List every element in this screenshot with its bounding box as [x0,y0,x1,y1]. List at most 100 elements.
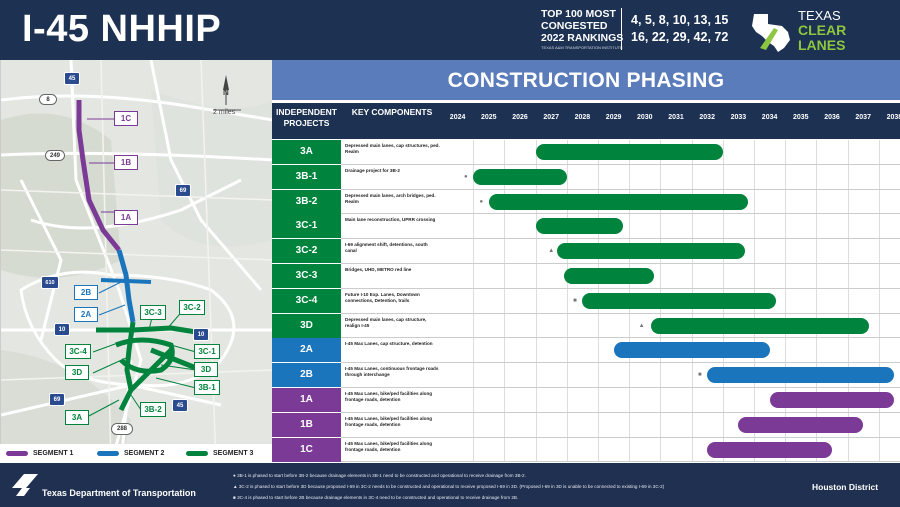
year-tick-2031: 2031 [668,114,684,121]
project-components: I-45 Max Lanes, bike/ped facilities alon… [345,415,433,427]
segment-3-route [96,321,202,412]
highway-shield-288: 288 [111,423,133,435]
year-tick-2025: 2025 [481,114,497,121]
row-divider [341,312,900,314]
map-label-3c-1: 3C-1 [194,344,220,359]
project-id: 3C-3 [272,264,341,288]
phasing-banner: CONSTRUCTION PHASING [272,60,900,100]
ranking-label-line-3: 2022 RANKINGS [541,32,624,44]
interstate-shield-45-south: 45 [172,399,188,412]
year-tick-2026: 2026 [512,114,528,121]
project-components: I-45 Max Lanes, continuous frontage road… [345,366,439,378]
gantt-row: 3B-1 Drainage project for 3B-2 [272,164,900,189]
project-components: I-45 Max Lanes, bike/ped facilities alon… [345,391,433,402]
gantt-row: 2B I-45 Max Lanes, continuous frontage ro… [272,363,900,388]
gantt-row: 3C-4 Future I-10 Exp. Lanes, Downtown con… [272,288,900,313]
schedule-bar-3c-4 [582,292,776,309]
ranking-label-line-2: CONGESTED [541,20,608,32]
note-1-text: 3B-1 is phased to start before 3B-2 beca… [237,473,526,478]
year-tick-2035: 2035 [793,114,809,121]
txdot-logo-icon [12,474,38,496]
row-divider [341,436,900,438]
interstate-shield-45: 45 [64,72,80,85]
logo-line-2: CLEAR [798,22,847,38]
year-tick-2037: 2037 [855,114,871,121]
map-label-1c: 1C [114,111,138,126]
year-gridline [816,140,818,463]
project-components: I-45 Max Lanes, bike/ped facilities alon… [345,440,433,452]
row-divider [341,213,900,215]
year-tick-2028: 2028 [574,114,591,121]
year-tick-2029: 2029 [605,114,622,121]
schedule-bar-3a [535,144,723,160]
project-components: Depressed main lanes, cap structures, pe… [345,143,440,154]
interstate-shield-10-west: 10 [54,323,70,336]
col-header-projects: INDEPENDENT PROJECTS [276,107,337,128]
gantt-row: 1C I-45 Max Lanes, bike/ped facilities al… [272,437,900,462]
phasing-marker-triangle: ▲ [548,248,555,255]
year-tick-2024: 2024 [449,114,466,121]
segment-1-route [76,100,121,252]
year-gridline [566,140,568,463]
ranks-line-1: 4, 5, 8, 10, 13, 15 [631,13,729,27]
col-header-components: KEY COMPONENTS [351,107,433,117]
segment-1-legend: SEGMENT 1 [33,450,74,457]
year-gridline [504,140,506,463]
district-name: Houston District [812,482,879,492]
project-id: 2A [272,338,341,363]
map-label-2b: 2B [74,285,98,300]
phasing-notes: ● 3B-1 is phased to start before 3B-2 be… [233,470,833,503]
ranking-label-line-1: TOP 100 MOST [541,8,616,20]
note-2-text: 3C-2 is phased to start before 3D becaus… [238,484,665,489]
map-label-1b: 1B [114,155,138,170]
segment-2-route [116,249,136,323]
interstate-shield-10-east: 10 [193,328,209,341]
project-map: N 2 miles 45 8 249 69 610 10 10 69 45 28… [0,60,273,463]
project-id: 3C-1 [272,214,341,239]
year-gridline [473,140,475,463]
interstate-shield-610: 610 [41,276,59,289]
note-3: ■ 3C-4 is phased to start before 2B beca… [233,495,519,500]
schedule-bar-1c [707,441,832,458]
project-id: 1A [272,388,341,412]
schedule-bar-3c-3 [563,268,655,284]
map-label-3d-east: 3D [194,362,218,377]
row-divider [341,287,900,289]
project-id: 3D [272,313,341,338]
gantt-row: 3D Depressed main lanes, cap structure, r… [272,313,900,338]
schedule-bar-3d [651,317,870,334]
schedule-bar-2a [613,342,770,359]
note-3-text: 3C-4 is phased to start before 2B becaus… [237,495,519,500]
year-gridline [785,140,787,463]
year-gridline [535,140,537,463]
schedule-bar-3b-1 [473,168,567,185]
project-id: 3B-2 [272,189,341,214]
year-tick-2036: 2036 [824,114,840,121]
row-divider [341,362,900,364]
project-id: 3A [272,140,341,164]
project-id: 3C-2 [272,239,341,264]
map-label-3d-west: 3D [65,365,89,380]
project-components: Depressed main lanes, arch bridges, ped.… [345,192,436,204]
project-id: 3B-1 [272,164,341,189]
project-components: I-69 alignment shift, detentions, south … [345,242,428,254]
interstate-shield-69-south: 69 [49,393,65,406]
ranking-numbers: 4, 5, 8, 10, 13, 15 16, 22, 29, 42, 72 [631,12,728,46]
agency-name: Texas Department of Transportation [42,488,196,498]
gantt-header: INDEPENDENT PROJECTS KEY COMPONENTS 2024… [272,103,900,139]
project-id: 2B [272,363,341,388]
year-tick-2032: 2032 [699,114,715,121]
year-tick-2038: 2038 [886,114,900,121]
project-id: 1C [272,437,341,462]
year-tick-2027: 2027 [543,114,559,121]
logo-text: TEXAS CLEAR LANES [798,8,846,53]
beltway-shield-8: 8 [39,94,57,105]
segment-3-legend: SEGMENT 3 [213,450,254,457]
schedule-bar-3c-1 [535,218,623,235]
row-divider [341,387,900,388]
gantt-row: 1A I-45 Max Lanes, bike/ped facilities al… [272,388,900,412]
highway-shield-249: 249 [45,150,65,161]
row-divider [341,238,900,240]
project-components: Bridges, UHD, METRO red line [345,267,412,272]
map-label-3a: 3A [65,410,89,425]
